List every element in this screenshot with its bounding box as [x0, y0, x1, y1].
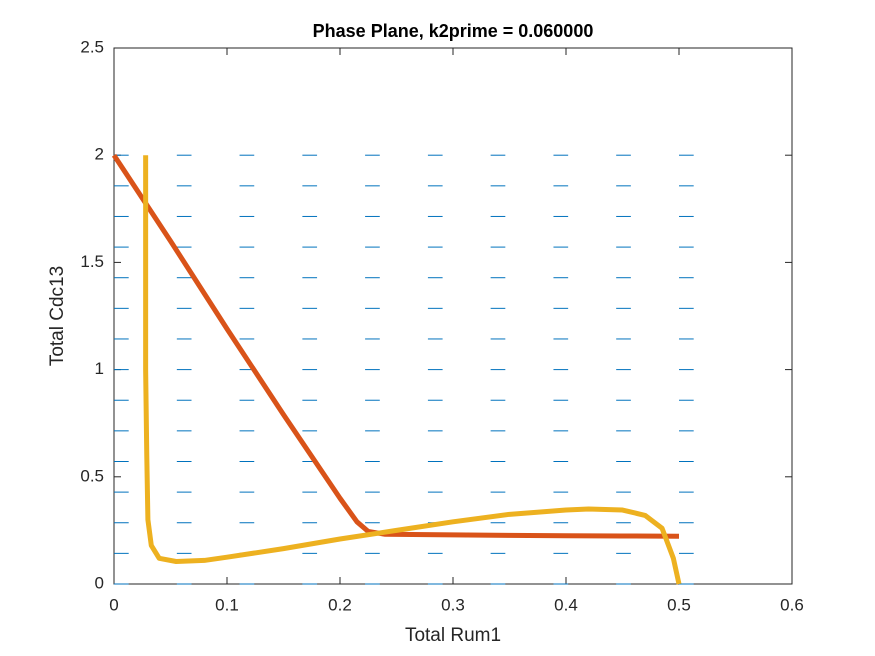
y-axis-label: Total Cdc13	[47, 266, 68, 366]
y-tick-label: 0.5	[80, 466, 104, 485]
y-tick-label: 1.5	[80, 252, 104, 271]
curve	[143, 155, 682, 585]
x-tick-label: 0	[109, 595, 118, 614]
x-tick-label: 0.2	[328, 595, 352, 614]
x-tick-label: 0.5	[667, 595, 691, 614]
y-tick-label: 2.5	[80, 37, 104, 56]
x-axis-label: Total Rum1	[405, 625, 501, 646]
x-tick-label: 0.4	[554, 595, 578, 614]
plot-box	[113, 47, 793, 585]
y-tick-label: 1	[95, 359, 104, 378]
y-tick-label: 2	[95, 145, 104, 164]
x-tick-label: 0.1	[215, 595, 239, 614]
y-tick-label: 0	[95, 573, 104, 592]
x-tick-label: 0.3	[441, 595, 465, 614]
chart-title: Phase Plane, k2prime = 0.060000	[313, 21, 594, 41]
curve	[111, 153, 680, 539]
x-tick-label: 0.6	[780, 595, 804, 614]
